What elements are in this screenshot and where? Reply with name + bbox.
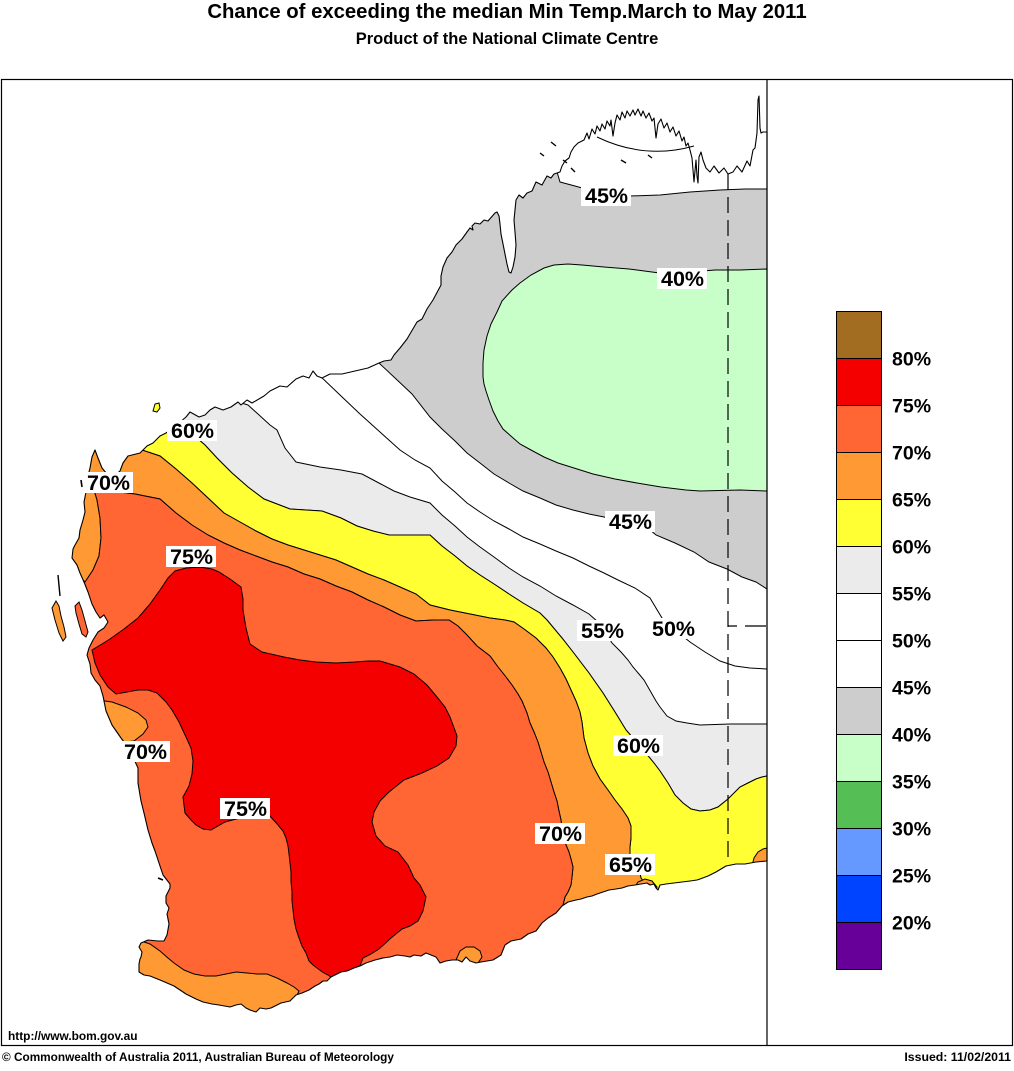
svg-text:75%: 75% bbox=[170, 545, 213, 569]
svg-text:50%: 50% bbox=[652, 617, 695, 641]
svg-text:Chance of exceeding the median: Chance of exceeding the median Min Temp.… bbox=[207, 1, 806, 23]
svg-text:70%: 70% bbox=[124, 740, 167, 764]
svg-text:50%: 50% bbox=[892, 631, 931, 653]
svg-text:60%: 60% bbox=[617, 734, 660, 758]
svg-text:30%: 30% bbox=[892, 819, 931, 841]
svg-text:Product of the National Climat: Product of the National Climate Centre bbox=[356, 30, 659, 48]
svg-text:60%: 60% bbox=[892, 537, 931, 559]
svg-text:70%: 70% bbox=[87, 471, 130, 495]
svg-text:45%: 45% bbox=[892, 678, 931, 700]
svg-text:65%: 65% bbox=[892, 490, 931, 512]
svg-text:65%: 65% bbox=[609, 853, 652, 877]
svg-text:75%: 75% bbox=[892, 396, 931, 418]
svg-text:55%: 55% bbox=[581, 619, 624, 643]
svg-text:45%: 45% bbox=[609, 510, 652, 534]
svg-text:40%: 40% bbox=[892, 725, 931, 747]
svg-text:http://www.bom.gov.au: http://www.bom.gov.au bbox=[8, 1029, 137, 1043]
svg-text:70%: 70% bbox=[892, 443, 931, 465]
svg-text:20%: 20% bbox=[892, 913, 931, 935]
svg-text:70%: 70% bbox=[539, 822, 582, 846]
svg-text:60%: 60% bbox=[171, 419, 214, 443]
svg-text:75%: 75% bbox=[224, 797, 267, 821]
svg-text:55%: 55% bbox=[892, 584, 931, 606]
svg-text:45%: 45% bbox=[585, 184, 628, 208]
svg-text:Issued: 11/02/2011: Issued: 11/02/2011 bbox=[904, 1050, 1011, 1064]
svg-text:35%: 35% bbox=[892, 772, 931, 794]
svg-text:80%: 80% bbox=[892, 349, 931, 371]
svg-text:40%: 40% bbox=[661, 267, 704, 291]
svg-text:© Commonwealth of Australia 20: © Commonwealth of Australia 2011, Austra… bbox=[2, 1050, 394, 1064]
svg-text:25%: 25% bbox=[892, 866, 931, 888]
